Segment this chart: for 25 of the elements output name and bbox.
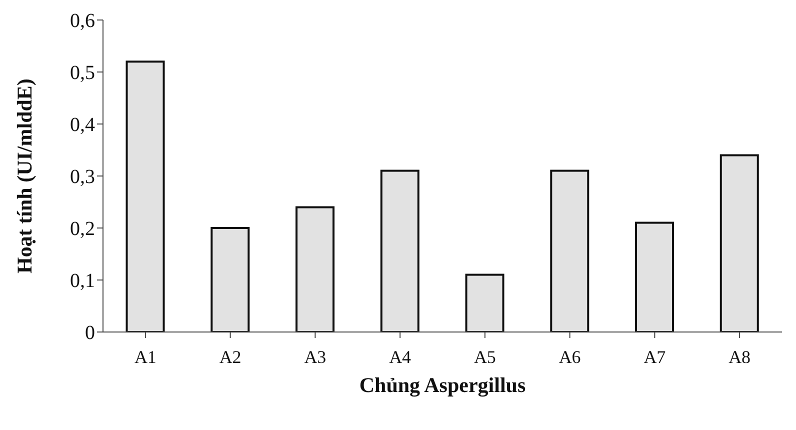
- bar: [296, 206, 335, 332]
- y-tick-label: 0,4: [70, 114, 95, 136]
- y-tick-label: 0,5: [70, 62, 95, 84]
- y-axis-title: Hoạt tính (UI/mlddE): [12, 78, 36, 274]
- x-tick-label: A3: [304, 346, 326, 367]
- x-axis-title: Chủng Aspergillus: [359, 373, 526, 397]
- y-tick-label: 0,1: [70, 270, 95, 292]
- y-tick-label: 0,6: [70, 10, 95, 32]
- bar: [720, 154, 759, 332]
- y-tick-label: 0,3: [70, 166, 95, 188]
- bar: [380, 170, 420, 332]
- x-tick-label: A6: [558, 346, 581, 367]
- y-tick-label: 0,2: [70, 218, 95, 240]
- bar: [210, 227, 250, 332]
- bar: [635, 222, 674, 332]
- x-tick-label: A4: [389, 346, 412, 367]
- bar: [126, 60, 165, 332]
- x-tick-label: A8: [728, 346, 751, 367]
- x-tick-label: A7: [644, 346, 666, 367]
- x-tick-label: A2: [219, 346, 242, 367]
- y-tick-label: 0: [85, 322, 95, 344]
- bar: [550, 170, 590, 332]
- bar: [465, 274, 504, 332]
- x-tick-label: A5: [474, 346, 496, 367]
- x-tick-label: A1: [134, 346, 156, 367]
